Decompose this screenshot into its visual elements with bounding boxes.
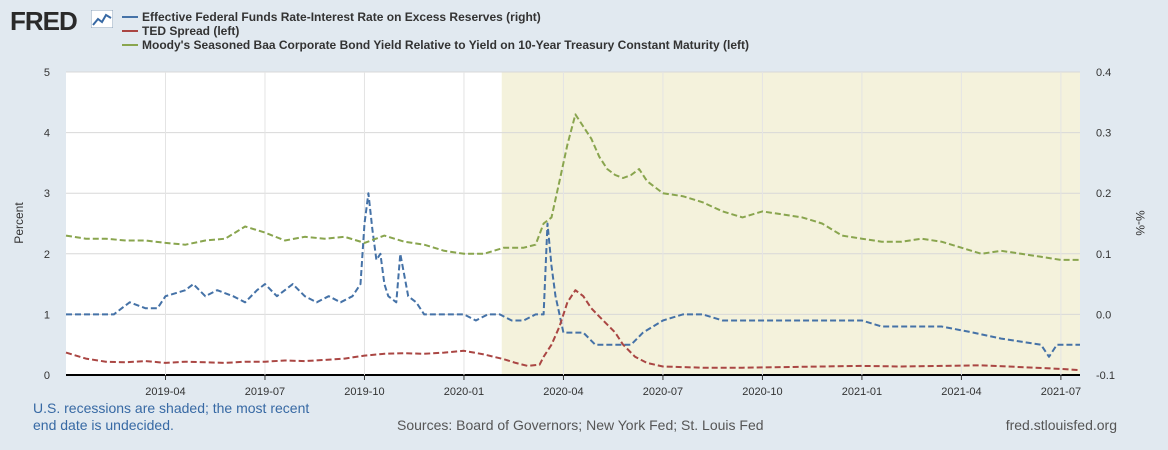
series-line-0 — [66, 192, 1080, 358]
y-right-tick-label: -0.1 — [1096, 370, 1115, 382]
x-tick-label: 2020-07 — [643, 386, 683, 398]
y-left-tick-label: 0 — [44, 370, 50, 382]
fred-logo: FRED — [10, 6, 78, 36]
chart-line-icon — [91, 10, 113, 28]
legend-item-green: Moody's Seasoned Baa Corporate Bond Yiel… — [122, 38, 749, 52]
y-left-tick-label: 3 — [44, 188, 50, 200]
y-left-tick-label: 2 — [44, 249, 50, 261]
x-tick-label: 2019-07 — [245, 386, 285, 398]
y-right-tick-label: 0.3 — [1096, 128, 1111, 140]
y-right-tick-label: 0.1 — [1096, 249, 1111, 261]
site-link[interactable]: fred.stlouisfed.org — [1005, 417, 1117, 433]
x-tick-label: 2020-01 — [444, 386, 484, 398]
x-tick-label: 2020-10 — [742, 386, 782, 398]
series-line-2 — [65, 113, 1080, 261]
sources-text: Sources: Board of Governors; New York Fe… — [397, 417, 764, 433]
y-left-tick-label: 5 — [44, 67, 50, 79]
legend-swatch-red — [122, 30, 138, 32]
y-right-tick-label: 0.4 — [1096, 67, 1111, 79]
x-tick-label: 2019-10 — [344, 386, 384, 398]
series-line-1 — [65, 289, 1081, 372]
x-tick-label: 2021-04 — [941, 386, 981, 398]
legend-swatch-blue — [122, 16, 138, 18]
chart-legend: Effective Federal Funds Rate-Interest Ra… — [122, 10, 749, 52]
recession-shading — [501, 72, 1080, 375]
legend-label-green: Moody's Seasoned Baa Corporate Bond Yiel… — [142, 38, 749, 52]
legend-item-blue: Effective Federal Funds Rate-Interest Ra… — [122, 10, 749, 24]
y-left-tick-label: 1 — [44, 309, 50, 321]
y-right-tick-label: 0.0 — [1096, 309, 1111, 321]
y-right-axis-title: %-% — [1133, 210, 1147, 236]
x-tick-label: 2020-04 — [543, 386, 583, 398]
x-tick-label: 2021-01 — [842, 386, 882, 398]
y-left-axis-title: Percent — [12, 202, 26, 244]
y-right-tick-label: 0.2 — [1096, 188, 1111, 200]
legend-label-red: TED Spread (left) — [142, 24, 240, 38]
x-tick-label: 2021-07 — [1041, 386, 1081, 398]
x-tick-label: 2019-04 — [145, 386, 185, 398]
recession-note: U.S. recessions are shaded; the most rec… — [33, 400, 310, 433]
legend-label-blue: Effective Federal Funds Rate-Interest Ra… — [142, 10, 541, 24]
y-left-tick-label: 4 — [44, 128, 50, 140]
legend-item-red: TED Spread (left) — [122, 24, 749, 38]
legend-swatch-green — [122, 44, 138, 46]
